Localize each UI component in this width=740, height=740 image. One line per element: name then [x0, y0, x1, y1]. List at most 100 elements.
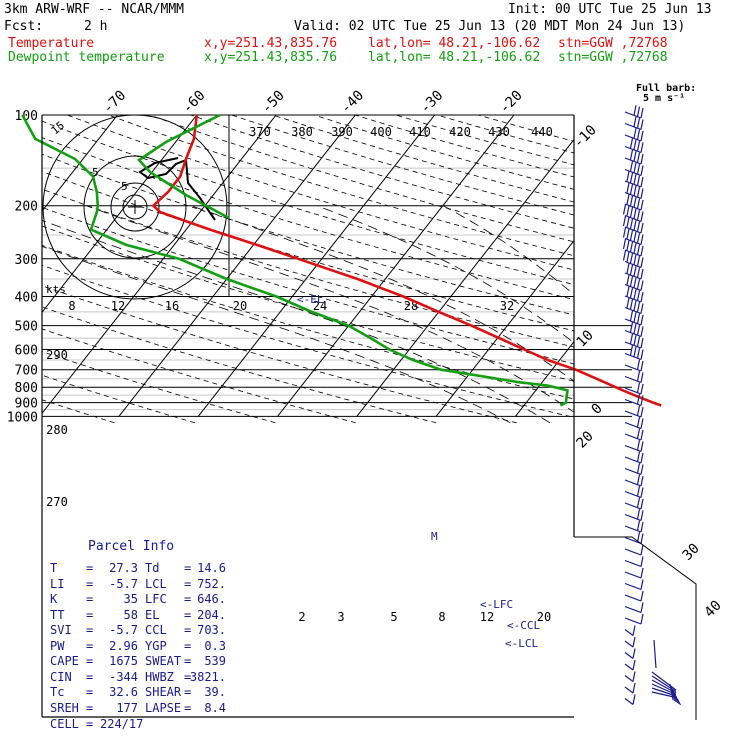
parcel-row-eq: = — [86, 700, 94, 715]
theta-label: 390 — [331, 125, 353, 139]
isotherm-line — [42, 115, 118, 213]
wind-barb — [624, 567, 644, 579]
parcel-row-value-a: -5.7 — [109, 576, 138, 591]
ccl-marker: <-CCL — [507, 619, 540, 632]
wind-barb — [624, 138, 644, 154]
cell-eq: = — [86, 716, 101, 731]
wind-barb — [622, 204, 644, 223]
wind-barb — [622, 227, 644, 246]
wind-barb — [624, 359, 644, 372]
mixing-ratio-label: 2 — [298, 610, 305, 624]
parcel-row-value-a: 177 — [116, 700, 138, 715]
parcel-row-eq: = — [184, 576, 192, 591]
wind-barb-column — [622, 105, 644, 705]
el-marker: <-EL — [297, 293, 324, 306]
dry-adiabat — [42, 225, 574, 382]
parcel-row-label-b: HWBZ — [145, 669, 174, 684]
parcel-row-eq: = — [184, 638, 192, 653]
wind-barb — [622, 238, 644, 257]
wind-barb — [624, 263, 644, 280]
theta-label: 370 — [249, 125, 271, 139]
parcel-row-label-b: LCL — [145, 576, 167, 591]
temperature-tick-label: 10 — [574, 327, 597, 350]
wind-barb — [624, 333, 644, 349]
parcel-row-eq: = — [184, 669, 192, 684]
isotherm-line — [515, 340, 574, 417]
init-time: Init: 00 UTC Tue 25 Jun 13 — [508, 2, 712, 17]
isotherm-line — [118, 115, 356, 417]
temperature-trace — [152, 114, 662, 407]
wind-barb — [624, 544, 644, 556]
parcel-row-eq: = — [86, 592, 94, 607]
wind-barb — [624, 405, 644, 418]
dew-legend-stn: stn=GGW ,72768 — [558, 50, 668, 65]
wind-barb — [624, 171, 644, 188]
wind-barb — [624, 531, 644, 545]
lcl-marker: <-LCL — [505, 637, 538, 650]
parcel-row-value-b: 3821. — [189, 669, 226, 684]
wind-barb — [624, 579, 644, 591]
parcel-row-label-a: TT — [50, 607, 65, 622]
pressure-tick-label: 100 — [15, 109, 38, 124]
wind-barb — [624, 382, 644, 395]
wind-barb — [624, 451, 644, 464]
parcel-row-label-a: SVI — [50, 623, 72, 638]
parcel-row-eq: = — [184, 592, 192, 607]
parcel-row-label-a: CIN — [50, 669, 72, 684]
parcel-marker: M — [431, 530, 438, 543]
hodograph-ring — [42, 114, 228, 300]
moist-adiabat — [316, 205, 574, 344]
pressure-tick-label: 1000 — [7, 410, 38, 425]
dry-adiabat — [42, 137, 574, 301]
temperature-tick-label: -50 — [259, 88, 288, 117]
parcel-row-value-a: 27.3 — [109, 561, 138, 575]
parcel-row-eq: = — [184, 607, 192, 622]
isotherm-line — [42, 115, 277, 415]
parcel-row-value-b: 0.3 — [204, 638, 226, 653]
moist-adiabat — [42, 219, 551, 424]
dry-adiabat — [149, 115, 574, 243]
wind-barb — [624, 682, 636, 694]
barb-legend-line1: Full barb: — [636, 83, 697, 94]
wind-barb — [624, 286, 644, 303]
fcst-label: Fcst: — [4, 19, 44, 34]
wind-barb — [624, 416, 644, 430]
wind-barb — [624, 520, 644, 533]
parcel-row-value-b: 204. — [197, 607, 226, 622]
dewpoint-trace — [21, 114, 569, 407]
wind-barb — [624, 370, 644, 384]
parcel-row-label-b: LAPSE — [145, 700, 182, 715]
parcel-row-value-a: 35 — [123, 592, 138, 607]
pressure-tick-label: 500 — [15, 320, 38, 335]
frame-extension — [574, 536, 697, 720]
parcel-row-eq: = — [86, 685, 94, 700]
parcel-row-eq: = — [86, 638, 94, 653]
parcel-row-eq: = — [184, 685, 192, 700]
mixing-ratio-label: 3 — [337, 610, 344, 624]
parcel-row-label-a: CAPE — [50, 654, 79, 669]
parcel-row-value-b: 8.4 — [204, 700, 226, 715]
wind-barb — [624, 497, 644, 510]
parcel-row-label-b: SHEAR — [145, 685, 182, 700]
dry-adiabat — [354, 115, 574, 178]
temperature-tick-label: -20 — [497, 88, 526, 117]
pressure-tick-label: 200 — [15, 200, 38, 215]
fcst-value: 2 h — [84, 19, 108, 34]
wind-barb — [624, 297, 644, 315]
wind-barb — [624, 439, 644, 453]
parcel-row-eq: = — [86, 576, 94, 591]
wind-barb — [624, 393, 644, 407]
temperature-tick-label: -70 — [100, 88, 129, 117]
wind-barb — [624, 613, 644, 625]
parcel-row-label-a: LI — [50, 576, 65, 591]
mixing-ratio-label: 8 — [438, 610, 445, 624]
wind-barb — [624, 149, 644, 165]
theta-label: 290 — [46, 348, 68, 362]
wind-barb — [624, 310, 644, 326]
parcel-row-value-a: 2.96 — [109, 638, 138, 653]
temperature-tick-label: 20 — [574, 428, 597, 451]
parcel-row-label-a: SREH — [50, 700, 79, 715]
parcel-row-label-b: CCL — [145, 623, 167, 638]
temp-legend-latlon: lat,lon= 48.21,-106.62 — [368, 36, 541, 51]
hodograph-ring — [110, 182, 160, 232]
